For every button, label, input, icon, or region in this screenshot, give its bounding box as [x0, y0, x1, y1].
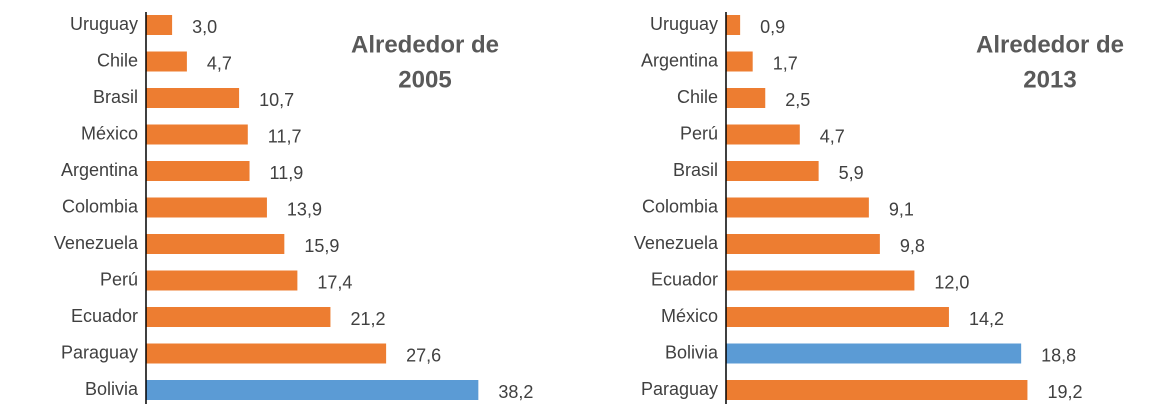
category-label: Ecuador	[651, 269, 718, 289]
value-label: 18,8	[1041, 345, 1076, 365]
value-label: 13,9	[287, 199, 322, 219]
value-label: 3,0	[192, 17, 217, 37]
bar	[146, 343, 387, 364]
bar	[726, 307, 949, 327]
bar	[726, 380, 1028, 400]
category-label: Brasil	[93, 87, 138, 107]
bar	[146, 380, 479, 400]
bar	[726, 124, 800, 145]
category-label: Perú	[680, 123, 718, 143]
category-label: Colombia	[62, 196, 139, 216]
category-label: Bolivia	[85, 379, 139, 399]
value-label: 11,7	[268, 126, 302, 146]
category-label: Paraguay	[61, 342, 138, 362]
bar	[726, 15, 741, 35]
value-label: 4,7	[820, 126, 845, 146]
category-label: México	[81, 123, 138, 143]
category-label: Brasil	[673, 160, 718, 180]
bar	[726, 197, 869, 218]
value-label: 9,8	[900, 236, 925, 256]
category-label: México	[661, 306, 718, 326]
annotation: Alrededor de	[351, 31, 499, 58]
annotation: Alrededor de	[976, 31, 1124, 58]
category-label: Bolivia	[665, 342, 719, 362]
category-label: Perú	[100, 269, 138, 289]
category-label: Chile	[97, 50, 138, 70]
bar	[726, 161, 819, 181]
category-label: Argentina	[641, 50, 719, 70]
bar	[146, 161, 250, 181]
bar	[146, 234, 285, 254]
annotation: 2013	[1023, 66, 1076, 93]
value-label: 1,7	[773, 53, 798, 73]
value-label: 15,9	[304, 236, 339, 256]
bar	[146, 124, 248, 145]
bar	[726, 234, 880, 254]
value-label: 17,4	[317, 272, 352, 292]
value-label: 5,9	[839, 163, 864, 183]
bar	[146, 88, 240, 108]
value-label: 2,5	[785, 90, 810, 110]
category-label: Chile	[677, 87, 718, 107]
value-label: 38,2	[498, 382, 533, 402]
category-label: Venezuela	[54, 233, 139, 253]
value-label: 10,7	[259, 90, 294, 110]
bar	[726, 270, 915, 291]
bar	[146, 270, 298, 291]
bar	[146, 307, 331, 327]
value-label: 0,9	[760, 17, 785, 37]
category-label: Venezuela	[634, 233, 719, 253]
value-label: 9,1	[889, 199, 914, 219]
value-label: 11,9	[270, 163, 304, 183]
value-label: 4,7	[207, 53, 232, 73]
bar	[726, 51, 753, 72]
annotation: 2005	[398, 66, 451, 93]
value-label: 19,2	[1047, 382, 1082, 402]
category-label: Paraguay	[641, 379, 718, 399]
value-label: 12,0	[934, 272, 969, 292]
category-label: Colombia	[642, 196, 719, 216]
value-label: 14,2	[969, 309, 1004, 329]
bar	[146, 15, 173, 35]
category-label: Uruguay	[70, 14, 138, 34]
bar	[726, 343, 1022, 364]
category-label: Uruguay	[650, 14, 718, 34]
value-label: 27,6	[406, 345, 441, 365]
bar	[146, 51, 187, 72]
category-label: Argentina	[61, 160, 139, 180]
value-label: 21,2	[350, 309, 385, 329]
bar	[146, 197, 267, 218]
category-label: Ecuador	[71, 306, 138, 326]
bar	[726, 88, 766, 108]
